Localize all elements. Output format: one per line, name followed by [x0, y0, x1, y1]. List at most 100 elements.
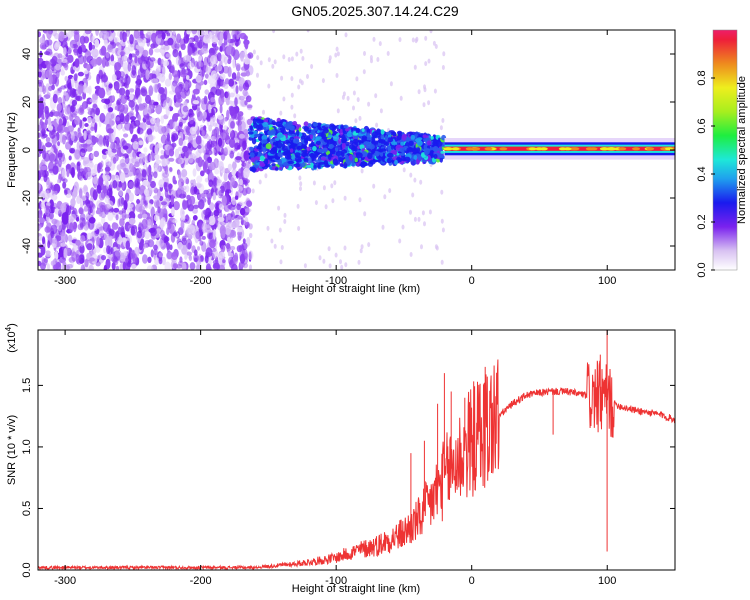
spectrogram-cell — [136, 198, 141, 205]
spectrogram-cell — [110, 54, 115, 63]
spectrogram-cell — [69, 222, 74, 233]
spectrogram-cell — [66, 106, 71, 115]
spectrogram-cell — [209, 239, 216, 249]
spectrogram-cell — [376, 57, 380, 62]
spectrogram-cell — [227, 250, 232, 257]
spectrogram-cell — [256, 146, 261, 150]
spectrogram-cell — [227, 204, 232, 209]
spectrogram-cell — [137, 114, 141, 122]
spectrogram-cell — [360, 161, 366, 168]
spectrogram-cell — [146, 265, 154, 270]
spectrogram-cell — [439, 125, 443, 131]
spectrogram-cell — [119, 31, 123, 41]
spectrogram-cell — [89, 98, 96, 103]
spectrogram-cell — [226, 109, 230, 121]
spectrogram-cell — [231, 47, 236, 57]
spectrogram-cell — [226, 91, 231, 102]
colorbar-tick-label: 0.4 — [696, 166, 708, 181]
spectrogram-cell — [146, 166, 152, 178]
spectrogram-cell — [85, 86, 91, 94]
spectrogram-cell — [153, 244, 158, 251]
spectrogram-cell — [283, 162, 288, 167]
spectrogram-cell — [365, 137, 372, 141]
spectrogram-cell — [217, 160, 223, 170]
spectrogram-cell — [55, 63, 61, 71]
spectrogram-cell — [324, 164, 330, 168]
spectrogram-cell — [171, 142, 177, 148]
spectrogram-cell — [181, 214, 186, 222]
spectrogram-cell — [271, 120, 276, 126]
spectrogram-cell — [148, 203, 153, 210]
spectrogram-cell — [146, 154, 151, 162]
spectrogram-cell — [174, 43, 181, 49]
spectrogram-cell — [291, 133, 296, 138]
spectrogram-cell — [267, 130, 274, 136]
spectrogram-cell — [414, 38, 418, 44]
spectrogram-cell — [251, 188, 255, 194]
spectrogram-cell — [378, 149, 383, 153]
spectrogram-cell — [55, 90, 61, 96]
spectrogram-cell — [111, 148, 117, 153]
spectrogram-cell — [632, 147, 640, 151]
spectrogram-cell — [400, 141, 405, 146]
spectrogram-cell — [178, 137, 184, 146]
spectrogram-cell — [122, 261, 127, 270]
spectrogram-cell — [328, 123, 336, 131]
spectrogram-cell — [179, 63, 186, 70]
spectrogram-cell — [283, 219, 287, 224]
spectrogram-cell — [125, 257, 129, 263]
spectrogram-cell — [182, 55, 190, 63]
spectrogram-cell — [229, 150, 235, 159]
spectrogram-cell — [155, 228, 162, 235]
spectrogram-x-tick-label: -200 — [190, 275, 212, 287]
spectrogram-cell — [352, 90, 356, 96]
spectrogram-cell — [170, 194, 175, 206]
spectrogram-cell — [399, 147, 403, 152]
spectrogram-cell — [77, 71, 84, 77]
spectrogram-cell — [240, 99, 247, 106]
spectrogram-cell — [85, 146, 93, 152]
spectrogram-cell — [116, 244, 121, 250]
spectrogram-cell — [91, 93, 99, 101]
spectrogram-cell — [94, 122, 98, 133]
colorbar-tick-label: 0.2 — [696, 214, 708, 229]
spectrogram-cell — [73, 30, 80, 35]
spectrogram-cell — [122, 145, 129, 150]
spectrogram-cell — [188, 255, 193, 261]
spectrogram-cell — [207, 197, 211, 206]
spectrogram-cell — [237, 123, 242, 132]
spectrogram-cell — [38, 132, 41, 138]
snr-x-ticks: -300 -200 -100 0 100 — [54, 330, 616, 587]
spectrogram-cell — [237, 168, 244, 180]
spectrogram-cell — [192, 168, 197, 177]
spectrogram-cell — [315, 136, 322, 140]
spectrogram-cell — [239, 32, 247, 40]
spectrogram-cell — [87, 116, 92, 124]
spectrogram-cell — [298, 78, 302, 84]
spectrogram-x-tick-label: 100 — [598, 275, 616, 287]
spectrogram-cell — [440, 189, 444, 195]
spectrogram-cell — [61, 58, 68, 64]
spectrogram-cell — [204, 30, 211, 39]
spectrogram-cell — [441, 118, 445, 123]
spectrogram-cell — [195, 263, 201, 270]
spectrogram-cell — [70, 105, 75, 113]
spectrogram-cell — [69, 88, 77, 98]
spectrogram-cell — [208, 103, 212, 114]
spectrogram-cell — [192, 204, 200, 209]
spectrogram-cell — [357, 259, 361, 265]
snr-series-line — [38, 330, 675, 570]
spectrogram-heatmap — [38, 30, 675, 270]
spectrogram-cell — [97, 222, 102, 228]
spectrogram-cell — [327, 134, 333, 138]
spectrogram-cell — [334, 52, 338, 58]
spectrogram-cell — [162, 172, 170, 178]
spectrogram-cell — [45, 83, 50, 94]
spectrogram-cell — [205, 217, 210, 225]
spectrogram-cell — [441, 227, 445, 233]
spectrogram-cell — [333, 180, 337, 186]
spectrogram-cell — [243, 48, 248, 58]
spectrogram-cell — [148, 99, 156, 106]
spectrogram-cell — [217, 114, 224, 120]
spectrogram-cell — [89, 257, 95, 262]
